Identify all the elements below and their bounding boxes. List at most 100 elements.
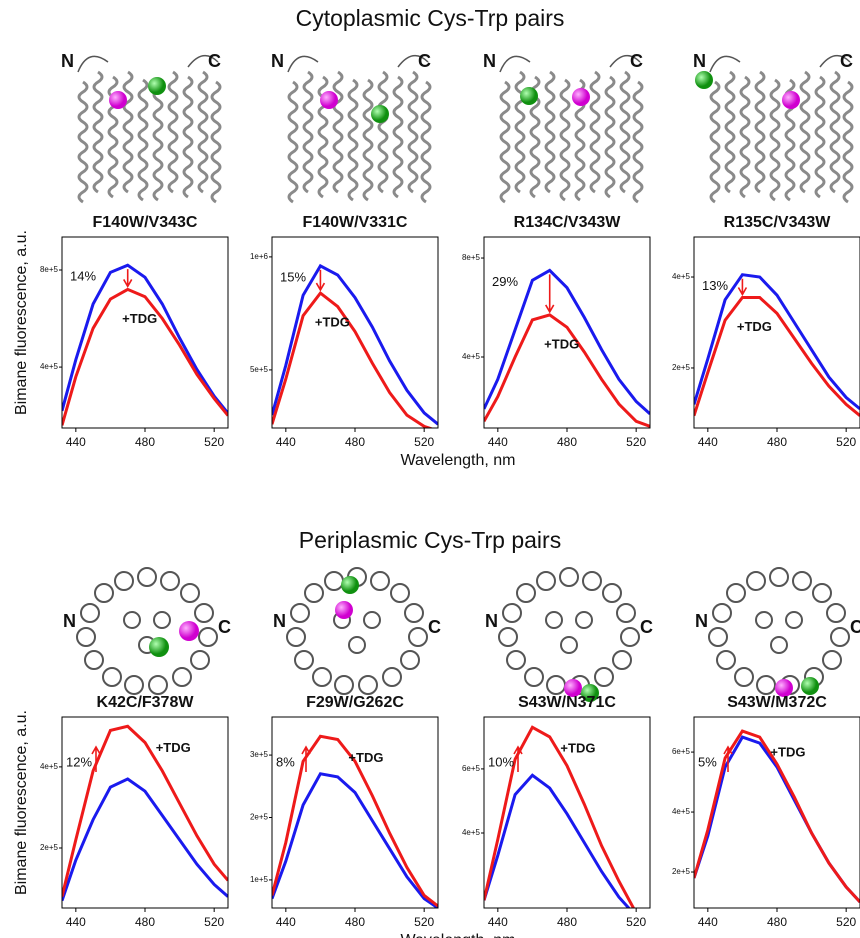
n-terminus-label: N	[273, 611, 286, 631]
x-tick-label: 440	[66, 435, 86, 449]
percent-change: 14%	[70, 269, 96, 284]
x-tick-label: 440	[698, 915, 718, 929]
section-title: Periplasmic Cys-Trp pairs	[299, 527, 561, 553]
arrow	[315, 269, 326, 292]
y-tick-label: 4e+5	[672, 272, 691, 281]
arrow	[545, 274, 555, 314]
c-terminus-label: C	[630, 51, 643, 71]
c-terminus-label: C	[218, 617, 231, 637]
series-label: +TDG	[560, 741, 595, 756]
x-tick-label: 480	[345, 435, 365, 449]
plot-frame	[693, 716, 860, 909]
y-tick-label: 3e+5	[250, 750, 269, 759]
percent-change: 5%	[698, 754, 717, 769]
c-terminus-label: C	[640, 617, 653, 637]
n-terminus-label: N	[61, 51, 74, 71]
protein-structure	[709, 568, 849, 694]
x-tick-label: 440	[276, 435, 296, 449]
series-label: +TDG	[544, 336, 579, 351]
y-tick-label: 8e+5	[40, 265, 59, 274]
spectrum-line	[272, 263, 438, 426]
sphere	[572, 88, 590, 106]
sphere	[335, 601, 353, 619]
spectrum-line	[272, 290, 434, 428]
sphere	[695, 71, 713, 89]
chart-panel: S43W/M372C 2e+5 4e+5 6e+5 440 480 520 5% +TDG	[672, 694, 860, 929]
x-tick-label: 480	[557, 435, 577, 449]
percent-change: 15%	[280, 269, 306, 284]
arrow	[301, 745, 311, 772]
n-terminus-label: N	[271, 51, 284, 71]
y-axis-label: Bimane fluorescence, a.u.	[13, 710, 30, 895]
x-tick-label: 440	[488, 915, 508, 929]
protein-structure	[78, 56, 220, 202]
arrow	[123, 269, 133, 289]
c-terminus-label: C	[418, 51, 431, 71]
series-label: +TDG	[122, 311, 157, 326]
section-title: Cytoplasmic Cys-Trp pairs	[296, 5, 565, 31]
arrow	[91, 745, 101, 772]
chart-title: F140W/V331C	[303, 214, 408, 231]
sphere	[109, 91, 127, 109]
arrow	[737, 278, 748, 297]
series-label: +TDG	[348, 750, 383, 765]
plot-frame	[271, 236, 439, 429]
x-tick-label: 480	[767, 435, 787, 449]
n-terminus-label: N	[483, 51, 496, 71]
chart-title: R135C/V343W	[724, 214, 832, 231]
percent-change: 12%	[66, 754, 92, 769]
sphere	[775, 679, 793, 697]
spectrum-line	[694, 273, 860, 411]
spectrum-line	[62, 263, 228, 415]
chart-title: S43W/N371C	[518, 694, 616, 711]
y-tick-label: 4e+5	[40, 762, 59, 771]
spectrum-line	[694, 729, 860, 904]
x-tick-label: 480	[135, 915, 155, 929]
x-tick-label: 480	[557, 915, 577, 929]
plot-frame	[61, 716, 229, 909]
x-tick-label: 520	[414, 435, 434, 449]
y-tick-label: 6e+5	[672, 747, 691, 756]
chart-title: R134C/V343W	[514, 214, 622, 231]
y-tick-label: 4e+5	[672, 807, 691, 816]
plot-frame	[61, 236, 229, 429]
x-tick-label: 520	[204, 915, 224, 929]
sphere	[371, 105, 389, 123]
n-terminus-label: N	[485, 611, 498, 631]
y-tick-label: 2e+5	[40, 843, 59, 852]
x-tick-label: 520	[626, 435, 646, 449]
y-tick-label: 2e+5	[250, 813, 269, 822]
x-tick-label: 440	[66, 915, 86, 929]
y-tick-label: 5e+5	[250, 365, 269, 374]
y-tick-label: 1e+5	[250, 875, 269, 884]
chart-panel: R135C/V343W 2e+5 4e+5 440 480 520 13% +TDG	[672, 214, 860, 449]
chart-panel: R134C/V343W 4e+5 8e+5 440 480 520 29% +TDG	[462, 214, 651, 449]
x-axis-label: Wavelength, nm	[400, 452, 515, 469]
sphere	[179, 621, 199, 641]
series-label: +TDG	[315, 314, 350, 329]
x-tick-label: 520	[626, 915, 646, 929]
n-terminus-label: N	[63, 611, 76, 631]
x-tick-label: 520	[204, 435, 224, 449]
chart-panel: F29W/G262C 1e+5 2e+5 3e+5 440 480 520 8% +TDG	[250, 694, 439, 929]
chart-panel: S43W/N371C 4e+5 6e+5 440 480 520 10% +TDG	[462, 694, 651, 929]
plot-frame	[483, 716, 651, 909]
series-label: +TDG	[737, 319, 772, 334]
spectrum-line	[694, 296, 860, 417]
spectrum-line	[272, 772, 438, 908]
spectrum-line	[484, 725, 636, 908]
c-terminus-label: C	[850, 617, 860, 637]
y-tick-label: 8e+5	[462, 253, 481, 262]
x-tick-label: 520	[836, 435, 856, 449]
spectrum-line	[62, 287, 228, 426]
y-tick-label: 4e+5	[40, 362, 59, 371]
spectrum-line	[484, 268, 650, 416]
spectrum-line	[62, 777, 228, 902]
y-tick-label: 6e+5	[462, 764, 481, 773]
y-axis-label: Bimane fluorescence, a.u.	[13, 230, 30, 415]
x-axis-label: Wavelength, nm	[400, 932, 515, 938]
structures	[77, 56, 852, 702]
x-tick-label: 480	[767, 915, 787, 929]
sphere	[782, 91, 800, 109]
